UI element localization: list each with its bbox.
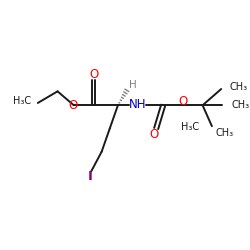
Text: CH₃: CH₃ [229, 82, 248, 92]
Text: O: O [149, 128, 158, 141]
Text: H: H [129, 80, 136, 90]
Text: CH₃: CH₃ [232, 100, 250, 110]
Text: O: O [178, 94, 188, 108]
Text: CH₃: CH₃ [215, 128, 234, 138]
Text: H₃C: H₃C [181, 122, 199, 132]
Text: O: O [89, 68, 98, 81]
Text: O: O [68, 99, 77, 112]
Text: H₃C: H₃C [13, 96, 31, 106]
Text: I: I [88, 170, 92, 183]
Text: NH: NH [129, 98, 146, 111]
